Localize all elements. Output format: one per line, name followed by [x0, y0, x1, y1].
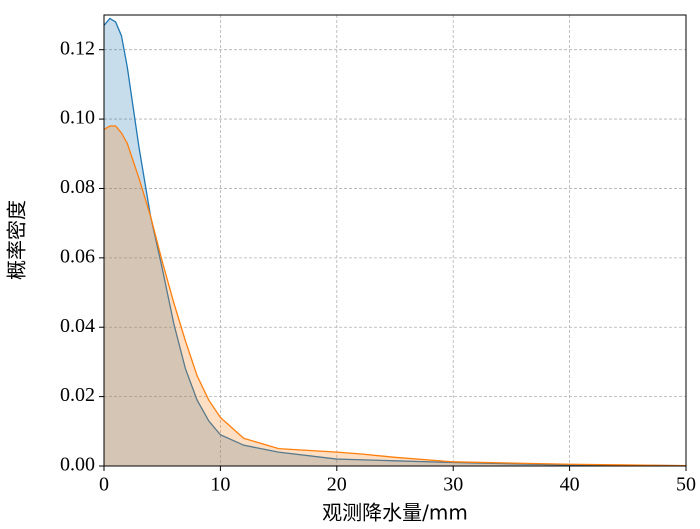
y-tick-label: 0.00 — [60, 454, 95, 476]
y-tick-label: 0.10 — [60, 107, 95, 129]
y-tick-label: 0.04 — [60, 315, 95, 337]
density-line — [103, 17, 687, 467]
x-tick-label: 30 — [443, 474, 463, 496]
area-fill — [104, 18, 686, 466]
plot-frame — [103, 14, 687, 467]
x-tick-label: 50 — [676, 474, 696, 496]
x-tick-label: 10 — [210, 474, 230, 496]
area-fill — [104, 126, 686, 466]
y-tick-label: 0.12 — [60, 37, 95, 59]
y-tick-label: 0.08 — [60, 176, 95, 198]
x-axis-label: 观测降水量/mm — [322, 501, 468, 525]
y-tick-label: 0.06 — [60, 245, 95, 267]
x-tick-label: 40 — [560, 474, 580, 496]
density-line — [103, 125, 687, 467]
y-tick-label: 0.02 — [60, 384, 95, 406]
x-tick-label: 0 — [99, 474, 109, 496]
x-tick-label: 20 — [327, 474, 347, 496]
y-axis-label: 概率密度 — [5, 200, 29, 280]
